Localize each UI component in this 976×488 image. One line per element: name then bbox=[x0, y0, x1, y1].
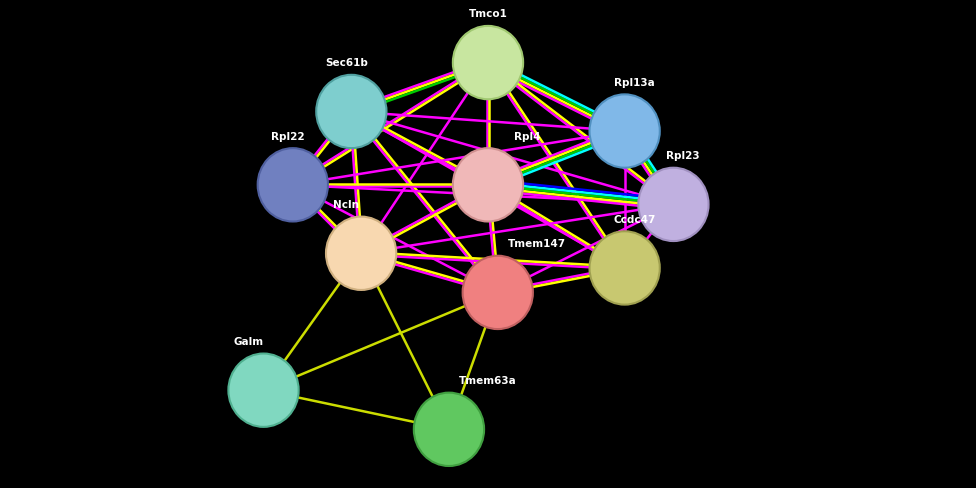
Text: Rpl13a: Rpl13a bbox=[614, 78, 655, 87]
Ellipse shape bbox=[258, 149, 328, 222]
Text: Rpl23: Rpl23 bbox=[667, 151, 700, 161]
Text: Ncln: Ncln bbox=[334, 200, 359, 209]
Text: Galm: Galm bbox=[234, 336, 264, 346]
Text: Tmem147: Tmem147 bbox=[508, 239, 566, 248]
Ellipse shape bbox=[590, 232, 660, 305]
Ellipse shape bbox=[453, 149, 523, 222]
Ellipse shape bbox=[453, 27, 523, 100]
Ellipse shape bbox=[463, 256, 533, 329]
Text: Sec61b: Sec61b bbox=[325, 58, 368, 68]
Text: Ccdc47: Ccdc47 bbox=[613, 214, 656, 224]
Ellipse shape bbox=[638, 168, 709, 242]
Ellipse shape bbox=[316, 76, 386, 149]
Text: Tmco1: Tmco1 bbox=[468, 8, 508, 19]
Text: Tmem63a: Tmem63a bbox=[459, 375, 517, 385]
Ellipse shape bbox=[228, 354, 299, 427]
Ellipse shape bbox=[326, 217, 396, 290]
Text: Rpl4: Rpl4 bbox=[513, 131, 541, 141]
Ellipse shape bbox=[414, 393, 484, 466]
Ellipse shape bbox=[590, 95, 660, 168]
Text: Rpl22: Rpl22 bbox=[271, 131, 305, 141]
